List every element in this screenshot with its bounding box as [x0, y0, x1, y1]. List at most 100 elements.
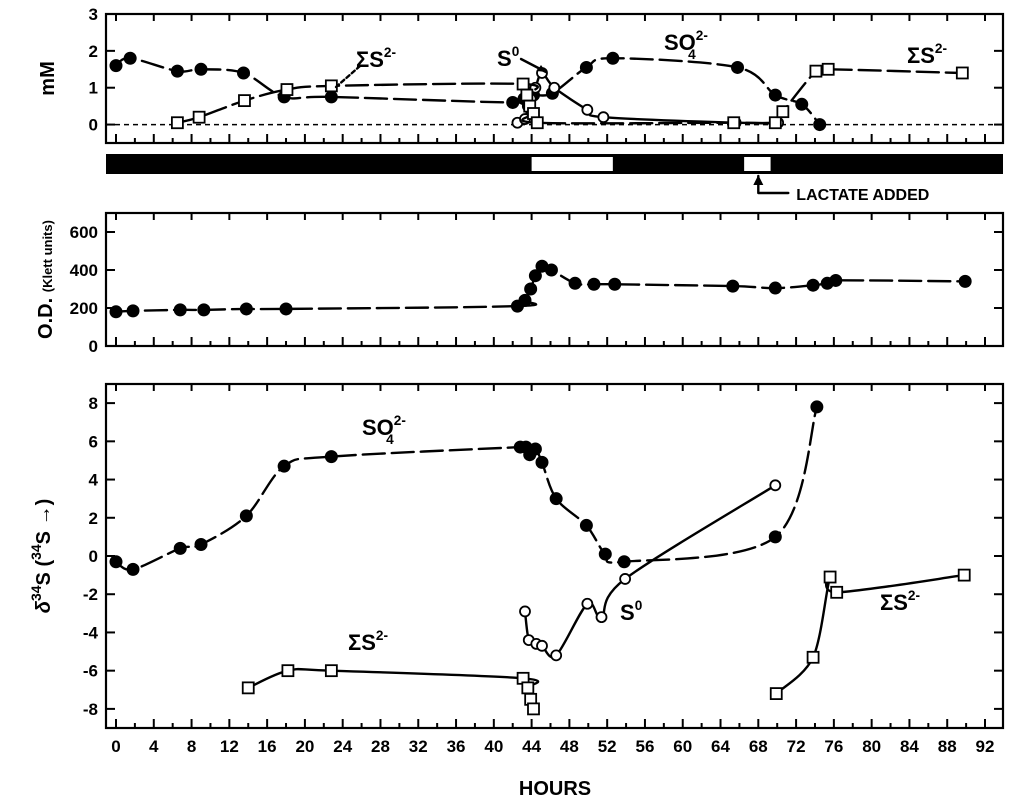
data-point	[768, 530, 782, 544]
series-label-sulfide: ΣS2-	[880, 588, 920, 615]
data-point	[535, 455, 549, 469]
data-point	[955, 66, 969, 80]
x-tick-label: 44	[522, 737, 541, 756]
data-point	[516, 77, 530, 91]
data-point	[324, 79, 338, 93]
series-label-sulfate: SO2-4	[664, 28, 708, 62]
data-point	[830, 585, 844, 599]
data-point	[768, 88, 782, 102]
x-tick-label: 32	[409, 737, 428, 756]
data-point	[126, 304, 140, 318]
x-tick-label: 52	[598, 737, 617, 756]
x-tick-label: 72	[787, 737, 806, 756]
data-point	[568, 276, 582, 290]
data-point	[619, 573, 632, 585]
data-point	[536, 639, 548, 652]
x-tick-label: 88	[938, 737, 957, 756]
y-tick-label: 8	[89, 394, 98, 413]
data-point	[280, 83, 294, 96]
light-period	[531, 157, 613, 171]
data-point	[518, 293, 532, 307]
data-point	[527, 702, 540, 716]
x-tick-label: 92	[976, 737, 995, 756]
y-tick-label: -6	[83, 662, 98, 681]
data-point	[608, 277, 622, 291]
y-tick-label: 200	[70, 299, 98, 318]
data-point	[521, 681, 535, 695]
data-point	[197, 303, 211, 317]
x-tick-label: 60	[673, 737, 692, 756]
hours-axis: HOURS	[519, 778, 591, 800]
series-label-elemental-sulfur: S0	[497, 44, 520, 71]
y-tick-label: 3	[89, 5, 98, 24]
data-point	[279, 302, 293, 316]
optical-density-panel: 0 200 400 600 O.D. (Klett units)	[35, 211, 1005, 356]
y-axis-label: mM	[37, 61, 59, 95]
data-point	[581, 103, 594, 116]
x-tick-label: 24	[333, 737, 352, 756]
data-point	[519, 605, 531, 618]
data-point	[550, 649, 563, 662]
light-period	[744, 157, 771, 171]
series-label-sulfate: SO2-4	[362, 413, 406, 447]
data-point	[587, 277, 601, 291]
data-point	[109, 305, 123, 319]
x-tick-label: 40	[484, 737, 503, 756]
data-point	[606, 51, 620, 65]
x-tick-label: 20	[295, 737, 314, 756]
series-line	[114, 405, 819, 571]
y-tick-label: 2	[89, 509, 98, 528]
data-point	[126, 562, 140, 576]
data-point	[795, 97, 809, 111]
light-dark-bar: LACTATE ADDED	[106, 154, 1003, 204]
panel-frame	[104, 382, 1005, 730]
data-point	[528, 442, 542, 456]
y-tick-label: 0	[89, 547, 98, 566]
data-point	[769, 479, 782, 492]
y-tick-label: 4	[89, 471, 99, 490]
data-point	[579, 518, 593, 532]
data-point	[544, 263, 558, 277]
label-leader	[334, 64, 362, 89]
series-label-sulfide: ΣS2-	[907, 41, 947, 68]
data-point	[123, 51, 137, 65]
data-point	[528, 269, 542, 283]
data-point	[237, 66, 251, 80]
x-tick-label: 80	[862, 737, 881, 756]
data-point	[810, 400, 824, 414]
data-point	[813, 118, 827, 132]
series-label-sulfide: ΣS2-	[348, 628, 388, 655]
data-point	[617, 555, 631, 569]
x-tick-label: 12	[220, 737, 239, 756]
y-tick-label: -4	[83, 623, 99, 642]
y-tick-label: 1	[89, 79, 98, 98]
series-line	[114, 56, 821, 126]
data-point	[829, 273, 843, 287]
data-point	[324, 90, 338, 104]
data-point	[194, 62, 208, 76]
data-point	[581, 597, 594, 610]
data-point	[173, 303, 187, 317]
y-tick-label: 600	[70, 223, 98, 242]
data-point	[776, 105, 790, 119]
data-point	[281, 664, 295, 678]
data-point	[768, 116, 782, 130]
y-axis-label: δ34S (34S →)	[28, 499, 55, 614]
data-point	[957, 568, 971, 582]
data-point	[170, 64, 184, 78]
arrow-head	[537, 65, 546, 72]
data-point	[768, 281, 782, 295]
x-tick-label: 48	[560, 737, 579, 756]
series-label-sulfide: ΣS2-	[356, 45, 396, 72]
x-tick-label: 28	[371, 737, 390, 756]
data-point	[958, 274, 972, 288]
data-point	[727, 116, 741, 130]
data-point	[109, 555, 123, 569]
x-tick-label: 4	[149, 737, 159, 756]
data-point	[524, 282, 538, 296]
data-point	[530, 116, 544, 130]
y-tick-label: 0	[89, 116, 98, 135]
data-point	[821, 62, 835, 76]
series-line	[176, 66, 964, 125]
